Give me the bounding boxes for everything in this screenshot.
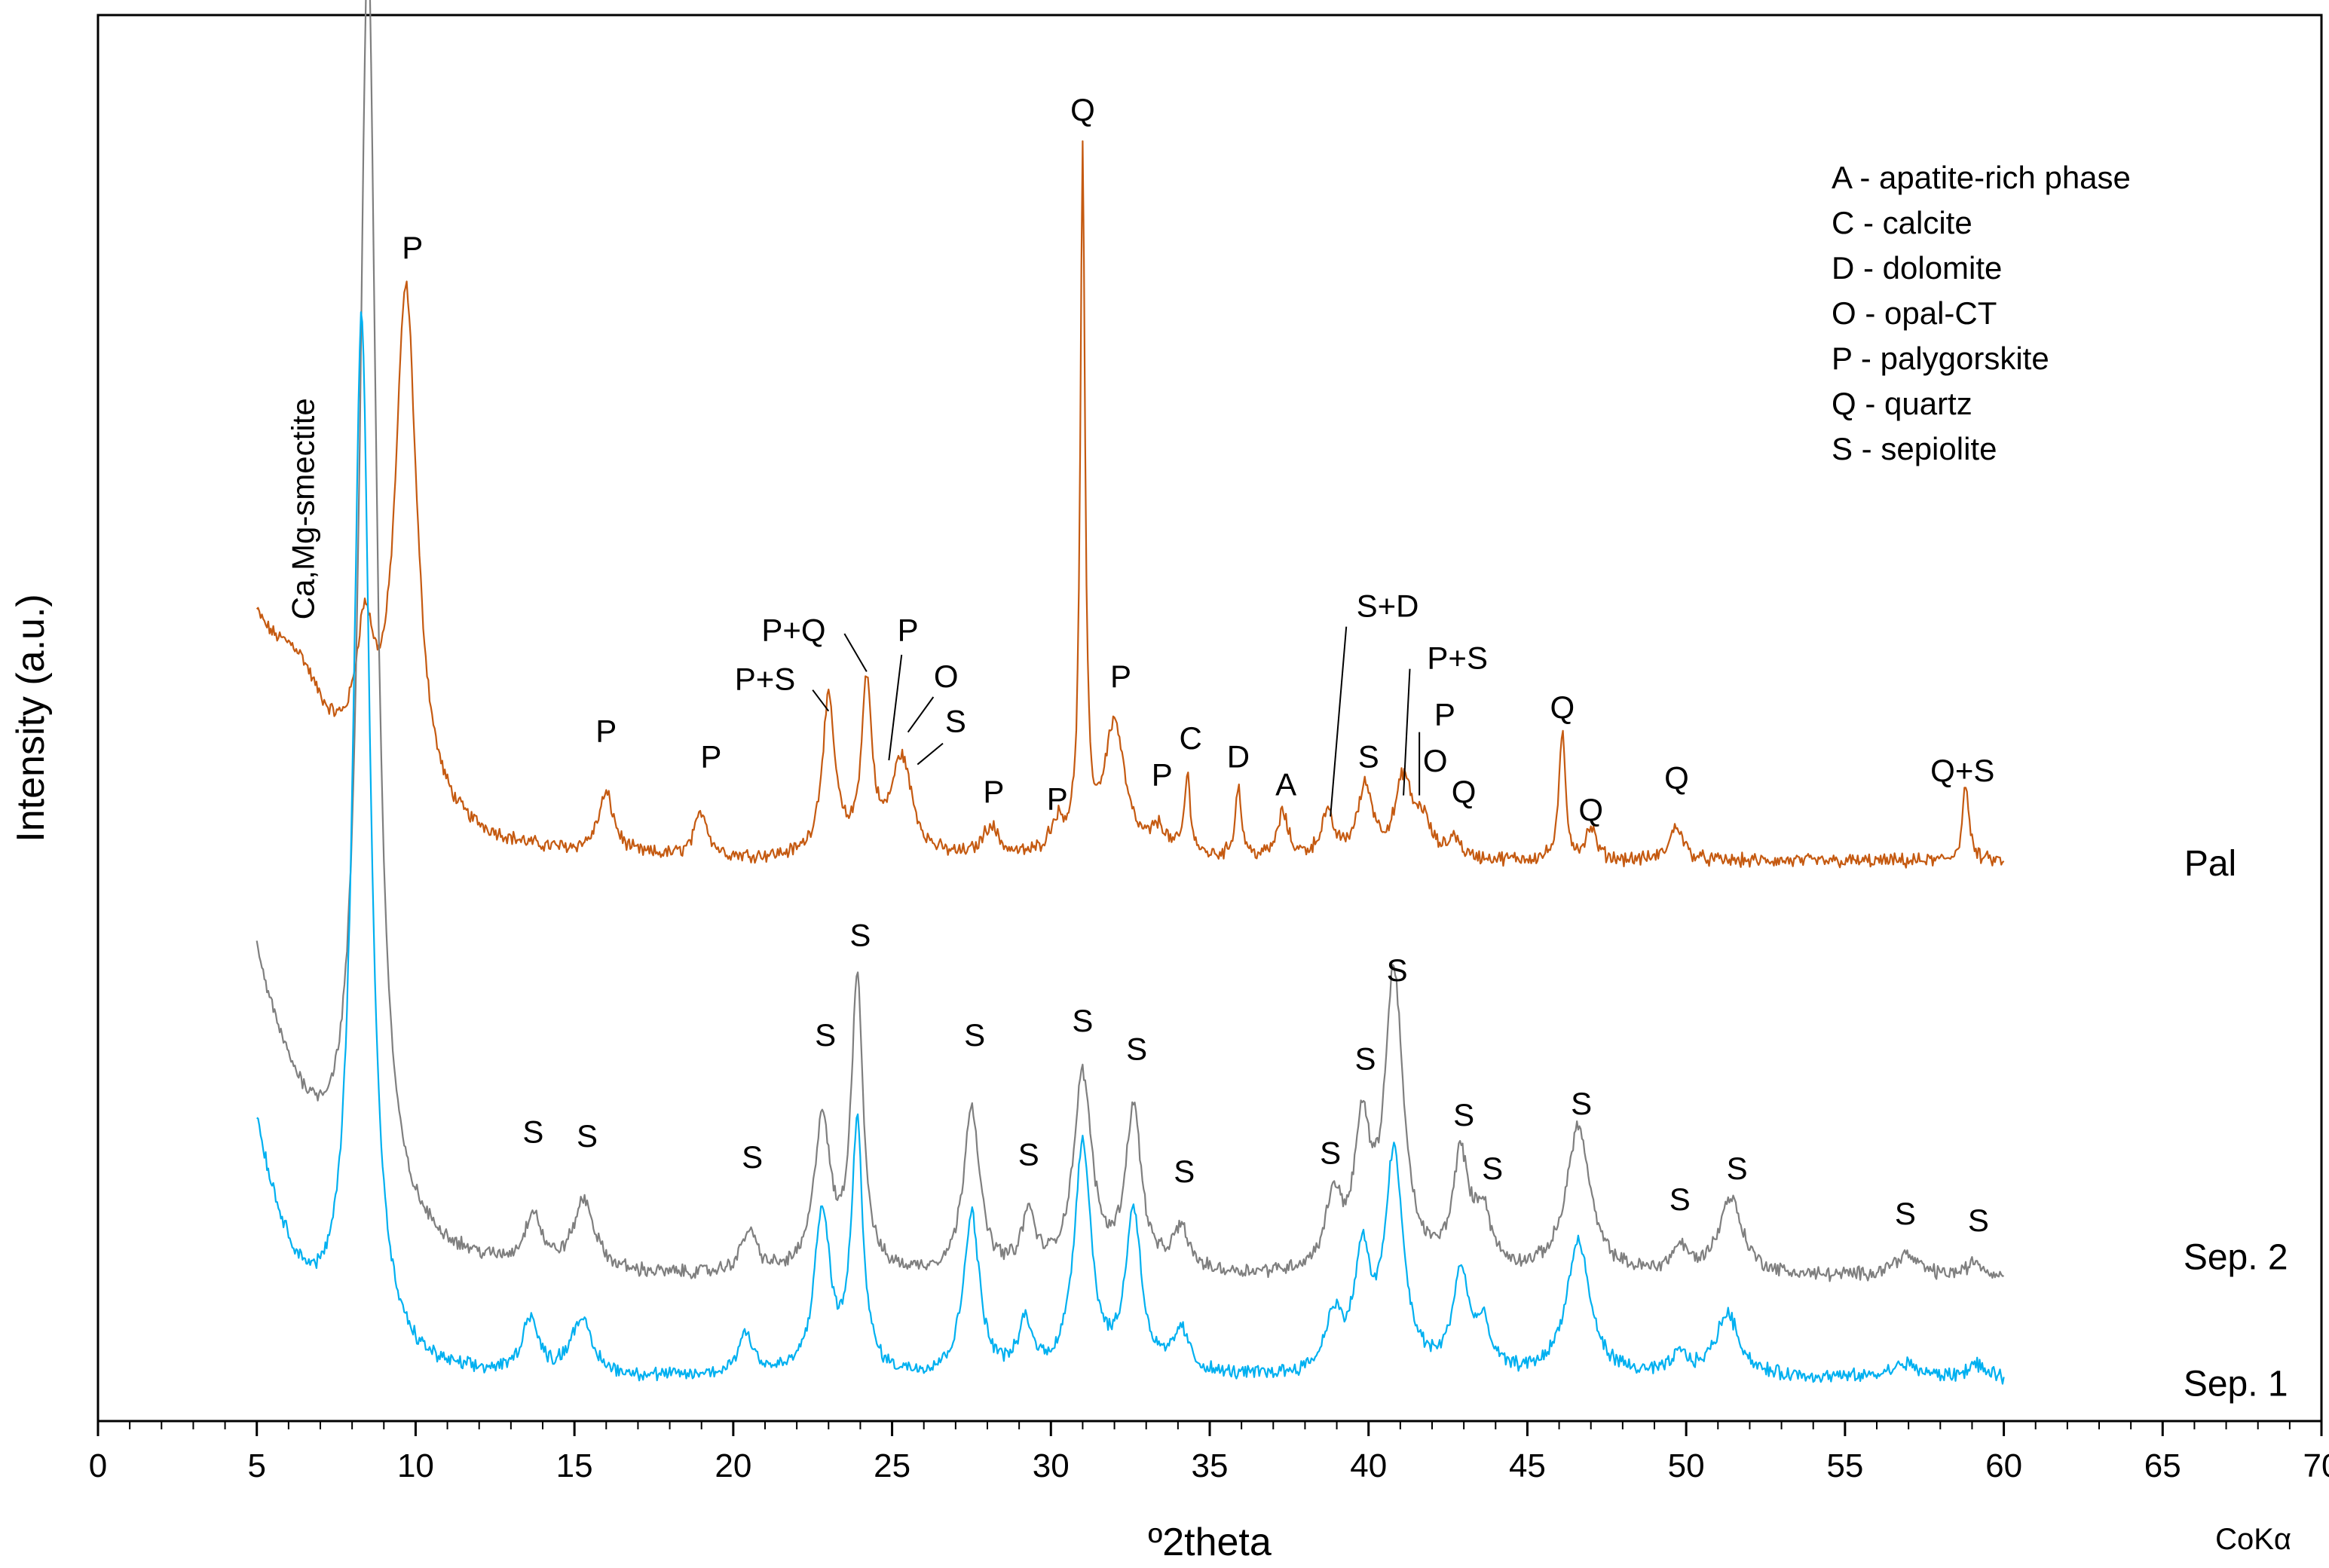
peak-label: P+Q [761, 612, 825, 647]
peak-label: Q [1452, 774, 1477, 809]
legend-entry: P - palygorskite [1832, 341, 2049, 376]
series-label-layer: Pal Sep. 2 Sep. 1 [2184, 844, 2288, 1404]
legend-entry: O - opal-CT [1832, 295, 1997, 331]
peak-label: S [1669, 1181, 1691, 1217]
peak-label: A [1275, 767, 1296, 802]
peak-label: P [1047, 781, 1068, 816]
series-line-sep-2 [256, 0, 2004, 1282]
leader-line [917, 742, 944, 766]
peak-label: S [1072, 1003, 1093, 1038]
peak-label: S [522, 1114, 543, 1150]
peak-label: D [1227, 738, 1250, 774]
x-tick-label: 70 [2303, 1447, 2329, 1484]
x-tick-label: 5 [247, 1447, 265, 1484]
legend-entry: A - apatite-rich phase [1832, 160, 2131, 195]
x-axis-title: º2theta [1148, 1521, 1272, 1564]
phase-label: Ca,Mg-smectite [286, 398, 321, 619]
x-tick-label: 35 [1192, 1447, 1229, 1484]
peak-label: P [1152, 757, 1173, 793]
peak-label: S [1174, 1154, 1195, 1189]
peak-label: S [1895, 1196, 1916, 1231]
x-tick-label: 10 [397, 1447, 434, 1484]
peak-label: Q [1550, 689, 1575, 725]
peak-label: S [849, 917, 871, 952]
series-layer [256, 0, 2005, 1385]
y-axis-title: Intensity (a.u.) [9, 594, 53, 842]
leader-line [812, 689, 830, 712]
peak-label: O [934, 659, 959, 694]
peak-label: P [595, 714, 617, 749]
x-tick-label: 65 [2144, 1447, 2181, 1484]
series-label: Sep. 1 [2184, 1364, 2288, 1404]
peak-label: S [1727, 1151, 1748, 1186]
legend-entry: S - sepiolite [1832, 431, 1997, 466]
legend-entry: Q - quartz [1832, 386, 1972, 421]
leader-layer [812, 626, 1421, 817]
legend: A - apatite-rich phase C - calcite D - dol… [1832, 160, 2131, 466]
leader-line [843, 633, 868, 672]
x-axis: 0 5 10 15 20 25 30 35 40 45 50 55 60 65 70 [89, 1421, 2329, 1484]
peak-label: P [700, 738, 721, 774]
x-tick-label: 50 [1668, 1447, 1705, 1484]
peak-label: S [1126, 1031, 1147, 1066]
leader-line [1330, 626, 1348, 817]
peak-label: S [1354, 1041, 1376, 1077]
leader-line [1403, 668, 1411, 796]
x-tick-label: 40 [1350, 1447, 1387, 1484]
peak-label: P [1110, 659, 1131, 694]
peak-label: S [1387, 952, 1408, 988]
peak-label: P [898, 612, 919, 647]
x-tick-label: 20 [715, 1447, 751, 1484]
x-tick-label: 30 [1033, 1447, 1070, 1484]
peak-label: S [1571, 1086, 1592, 1121]
peak-label: S [1482, 1151, 1503, 1186]
x-tick-label: 25 [874, 1447, 910, 1484]
series-label: Pal [2184, 844, 2236, 884]
peak-label: P [1434, 696, 1455, 732]
peak-label: Q [1070, 92, 1095, 127]
x-tick-label: 60 [1985, 1447, 2022, 1484]
peak-label: S [964, 1017, 985, 1053]
x-tick-label: 45 [1509, 1447, 1546, 1484]
peak-label: O [1423, 743, 1448, 778]
peak-label: Q [1578, 792, 1603, 827]
peak-label: S [1018, 1136, 1039, 1172]
peak-label: Q [1664, 760, 1689, 795]
x-tick-label: 0 [89, 1447, 107, 1484]
peak-label: P+S [1427, 640, 1488, 676]
x-axis-unit-label: CoKα [2215, 1523, 2291, 1556]
leader-line [888, 654, 903, 761]
plot-area: SPCa,Mg-smectiteQP+QPP+SOSPPPPPPCDAS+DSP… [96, 0, 2323, 1423]
peak-label: P [983, 774, 1004, 809]
peak-label: S [1968, 1203, 1989, 1238]
peak-label: S [945, 704, 966, 739]
x-tick-label: 15 [556, 1447, 593, 1484]
leader-line [907, 696, 935, 733]
x-tick-label: 55 [1826, 1447, 1863, 1484]
series-label: Sep. 2 [2184, 1237, 2288, 1277]
peak-label: S [1320, 1136, 1341, 1171]
peak-label: S [1358, 738, 1379, 774]
legend-entry: C - calcite [1832, 205, 1972, 240]
peak-label: S [1453, 1097, 1474, 1132]
series-line-pal [256, 140, 2005, 869]
peak-label: S [815, 1017, 836, 1053]
peak-label: S+D [1357, 588, 1419, 624]
annotation-layer: SPCa,Mg-smectiteQP+QPP+SOSPPPPPPCDAS+DSP… [286, 92, 1995, 1238]
peak-label: P [402, 230, 423, 265]
peak-label: S [577, 1118, 598, 1154]
series-line-sep-1 [256, 311, 2005, 1385]
peak-label: P+S [735, 662, 796, 697]
legend-entry: D - dolomite [1832, 250, 2002, 286]
peak-label: S [742, 1139, 763, 1175]
peak-label: C [1180, 720, 1202, 756]
peak-label: Q+S [1930, 753, 1994, 788]
